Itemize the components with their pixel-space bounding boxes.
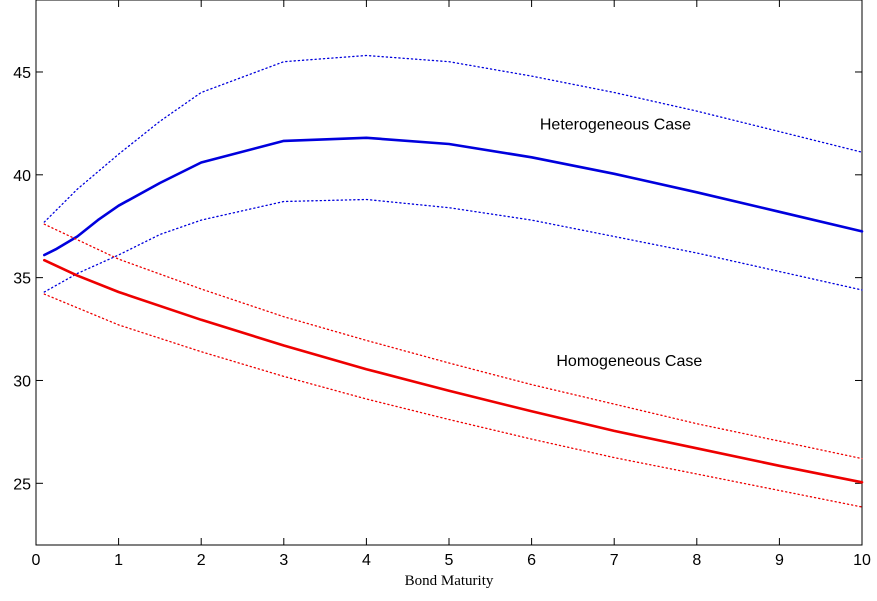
x-tick-label: 3 [279, 552, 288, 569]
x-axis-label: Bond Maturity [405, 573, 494, 589]
labels-layer: Heterogeneous Case Homogeneous Case [540, 117, 702, 371]
homogeneous-band-line [43, 293, 863, 508]
y-tick-label: 25 [13, 476, 31, 493]
homogeneous-line [42, 258, 864, 484]
annotation-label: Heterogeneous Case [540, 117, 691, 134]
y-tick-label: 45 [13, 65, 31, 82]
x-tick-label: 1 [114, 552, 123, 569]
heterogeneous-line [42, 136, 864, 257]
x-tick-label: 4 [362, 552, 371, 569]
heterogeneous-band-line [43, 54, 863, 223]
x-tick-label: 10 [853, 552, 871, 569]
x-tick-label: 0 [32, 552, 41, 569]
heterogeneous-band-line [43, 198, 863, 293]
y-tick-label: 40 [13, 168, 31, 185]
x-tick-label: 9 [775, 552, 784, 569]
x-tick-label: 6 [527, 552, 536, 569]
x-tick-label: 7 [610, 552, 619, 569]
x-tick-label: 8 [692, 552, 701, 569]
y-tick-label: 35 [13, 271, 31, 288]
annotation-label: Homogeneous Case [556, 353, 702, 370]
homogeneous-band-line [43, 223, 863, 460]
y-tick-label: 30 [13, 373, 31, 390]
x-tick-label: 2 [197, 552, 206, 569]
series-layer [42, 54, 864, 508]
plot-frame [35, 0, 863, 546]
x-tick-label: 5 [445, 552, 454, 569]
